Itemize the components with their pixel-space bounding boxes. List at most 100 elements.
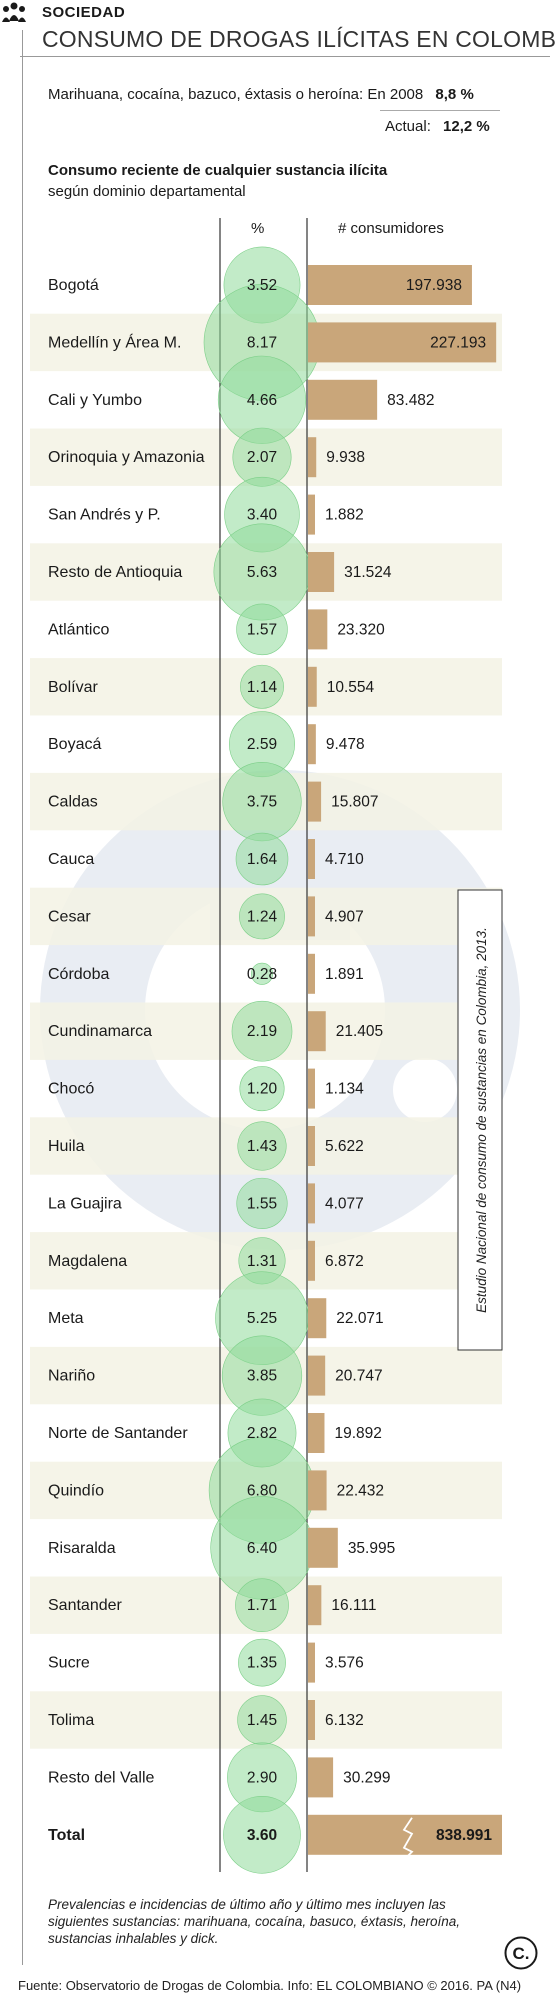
consumers-bar-quindio [308,1470,327,1511]
consumers-bar-resto-del-valle [308,1757,334,1798]
summary-2008-stat: Marihuana, cocaína, bazuco, éxtasis o he… [48,86,474,103]
consumers-label-resto-de-antioquia: 31.524 [344,564,392,581]
percent-label-bogota: 3.52 [247,277,277,294]
consumers-bar-orinoquia-y-amazonia [308,437,317,478]
percent-label-atlantico: 1.57 [247,621,277,638]
consumers-bar-santander [308,1585,322,1626]
consumers-label-atlantico: 23.320 [337,621,385,638]
consumers-label-cordoba: 1.891 [325,966,364,983]
percent-label-cordoba: 0.28 [247,966,277,983]
row-label-cordoba: Córdoba [48,966,109,983]
percent-circle-huila [237,1121,287,1171]
percent-label-risaralda: 6.40 [247,1540,278,1557]
consumers-bar-cauca [308,839,315,879]
consumers-bar-sucre [308,1642,315,1683]
consumers-label-cali-y-yumbo: 83.482 [387,392,434,409]
consumers-label-tolima: 6.132 [325,1712,364,1729]
consumers-label-bolivar: 10.554 [327,679,375,696]
consumers-bar-bolivar [308,666,317,707]
percent-label-resto-del-valle: 2.90 [247,1769,278,1786]
percent-label-boyaca: 2.59 [247,736,277,753]
consumers-label-sucre: 3.576 [325,1655,364,1672]
percent-label-la-guajira: 1.55 [247,1195,277,1212]
consumers-label-boyaca: 9.478 [326,736,365,753]
consumers-label-san-andres-y-p: 1.882 [325,507,364,524]
consumers-label-quindio: 22.432 [337,1482,384,1499]
source-study-note: Estudio Nacional de consumo de sustancia… [457,889,503,1351]
footnote: Prevalencias e incidencias de último año… [48,1897,460,1946]
percent-label-resto-de-antioquia: 5.63 [247,564,277,581]
logo-text: C. [513,1944,530,1963]
consumers-label-total: 838.991 [436,1827,492,1844]
consumers-bar-san-andres-y-p [308,494,315,535]
summary-current-value: 12,2 % [443,118,490,135]
percent-circle-cundinamarca [231,1000,293,1062]
row-label-total: Total [48,1827,85,1844]
percent-circle-choco [239,1066,285,1112]
percent-circle-total [223,1795,301,1874]
header-divider [20,56,550,57]
consumers-label-risaralda: 35.995 [348,1540,395,1557]
consumers-bar-choco [308,1068,315,1109]
consumers-bar-huila [308,1126,315,1166]
chart-subtitle: según dominio departamental [48,183,246,200]
row-label-resto-de-antioquia: Resto de Antioquia [48,564,182,581]
percent-circle-atlantico [236,603,288,656]
row-label-magdalena: Magdalena [48,1253,127,1270]
row-label-medellin-y-area-m: Medellín y Área M. [48,332,181,351]
consumers-label-narino: 20.747 [335,1368,382,1385]
consumers-label-la-guajira: 4.077 [325,1195,364,1212]
row-label-cundinamarca: Cundinamarca [48,1023,152,1040]
consumers-bar-atlantico [308,609,328,650]
percent-label-sucre: 1.35 [247,1655,277,1672]
row-label-san-andres-y-p: San Andrés y P. [48,507,161,524]
section-label: SOCIEDAD [42,4,126,21]
consumers-label-bogota: 197.938 [406,277,462,294]
percent-label-magdalena: 1.31 [247,1253,277,1270]
row-label-atlantico: Atlántico [48,621,109,638]
source-credit: Fuente: Observatorio de Drogas de Colomb… [18,1978,522,1993]
percent-circle-cesar [239,893,285,940]
row-label-sucre: Sucre [48,1655,90,1672]
percent-label-choco: 1.20 [247,1081,278,1098]
consumers-bar-cali-y-yumbo [308,379,378,420]
column-header-consumers: # consumidores [338,220,444,237]
consumers-label-magdalena: 6.872 [325,1253,364,1270]
percent-label-santander: 1.71 [247,1597,277,1614]
consumers-bar-meta [308,1298,327,1339]
row-label-meta: Meta [48,1310,84,1327]
consumers-bar-narino [308,1355,326,1396]
summary-2008-label: Marihuana, cocaína, bazuco, éxtasis o he… [48,86,424,103]
row-label-cali-y-yumbo: Cali y Yumbo [48,392,142,409]
percent-circle-santander [235,1578,289,1633]
summary-2008-value: 8,8 % [435,86,474,103]
percent-circle-bolivar [240,664,284,709]
percent-label-san-andres-y-p: 3.40 [247,507,278,524]
consumers-label-norte-de-santander: 19.892 [334,1425,381,1442]
row-label-tolima: Tolima [48,1712,94,1729]
percent-label-cesar: 1.24 [247,908,278,925]
side-note-text: Estudio Nacional de consumo de sustancia… [474,927,489,1313]
percent-label-meta: 5.25 [247,1310,277,1327]
consumers-bar-cesar [308,896,315,937]
left-margin-line [22,30,23,1965]
percent-circle-cauca [235,832,289,886]
percent-circle-cordoba [250,962,274,985]
row-label-resto-del-valle: Resto del Valle [48,1769,155,1786]
percent-label-bolivar: 1.14 [247,679,278,696]
consumers-label-cundinamarca: 21.405 [336,1023,383,1040]
percent-circle-sucre [238,1638,286,1687]
consumers-label-meta: 22.071 [336,1310,383,1327]
row-label-cesar: Cesar [48,908,91,925]
chart-title: Consumo reciente de cualquier sustancia … [48,162,388,179]
percent-label-cauca: 1.64 [247,851,278,868]
percent-label-caldas: 3.75 [247,794,277,811]
consumers-label-medellin-y-area-m: 227.193 [430,334,486,351]
percent-label-huila: 1.43 [247,1138,277,1155]
summary-current-label: Actual: [385,118,431,135]
consumers-bar-magdalena [308,1240,315,1281]
consumers-bar-cordoba [308,953,315,994]
summary-current-stat: Actual: 12,2 % [385,118,490,135]
percent-label-tolima: 1.45 [247,1712,277,1729]
consumers-bar-norte-de-santander [308,1413,325,1453]
